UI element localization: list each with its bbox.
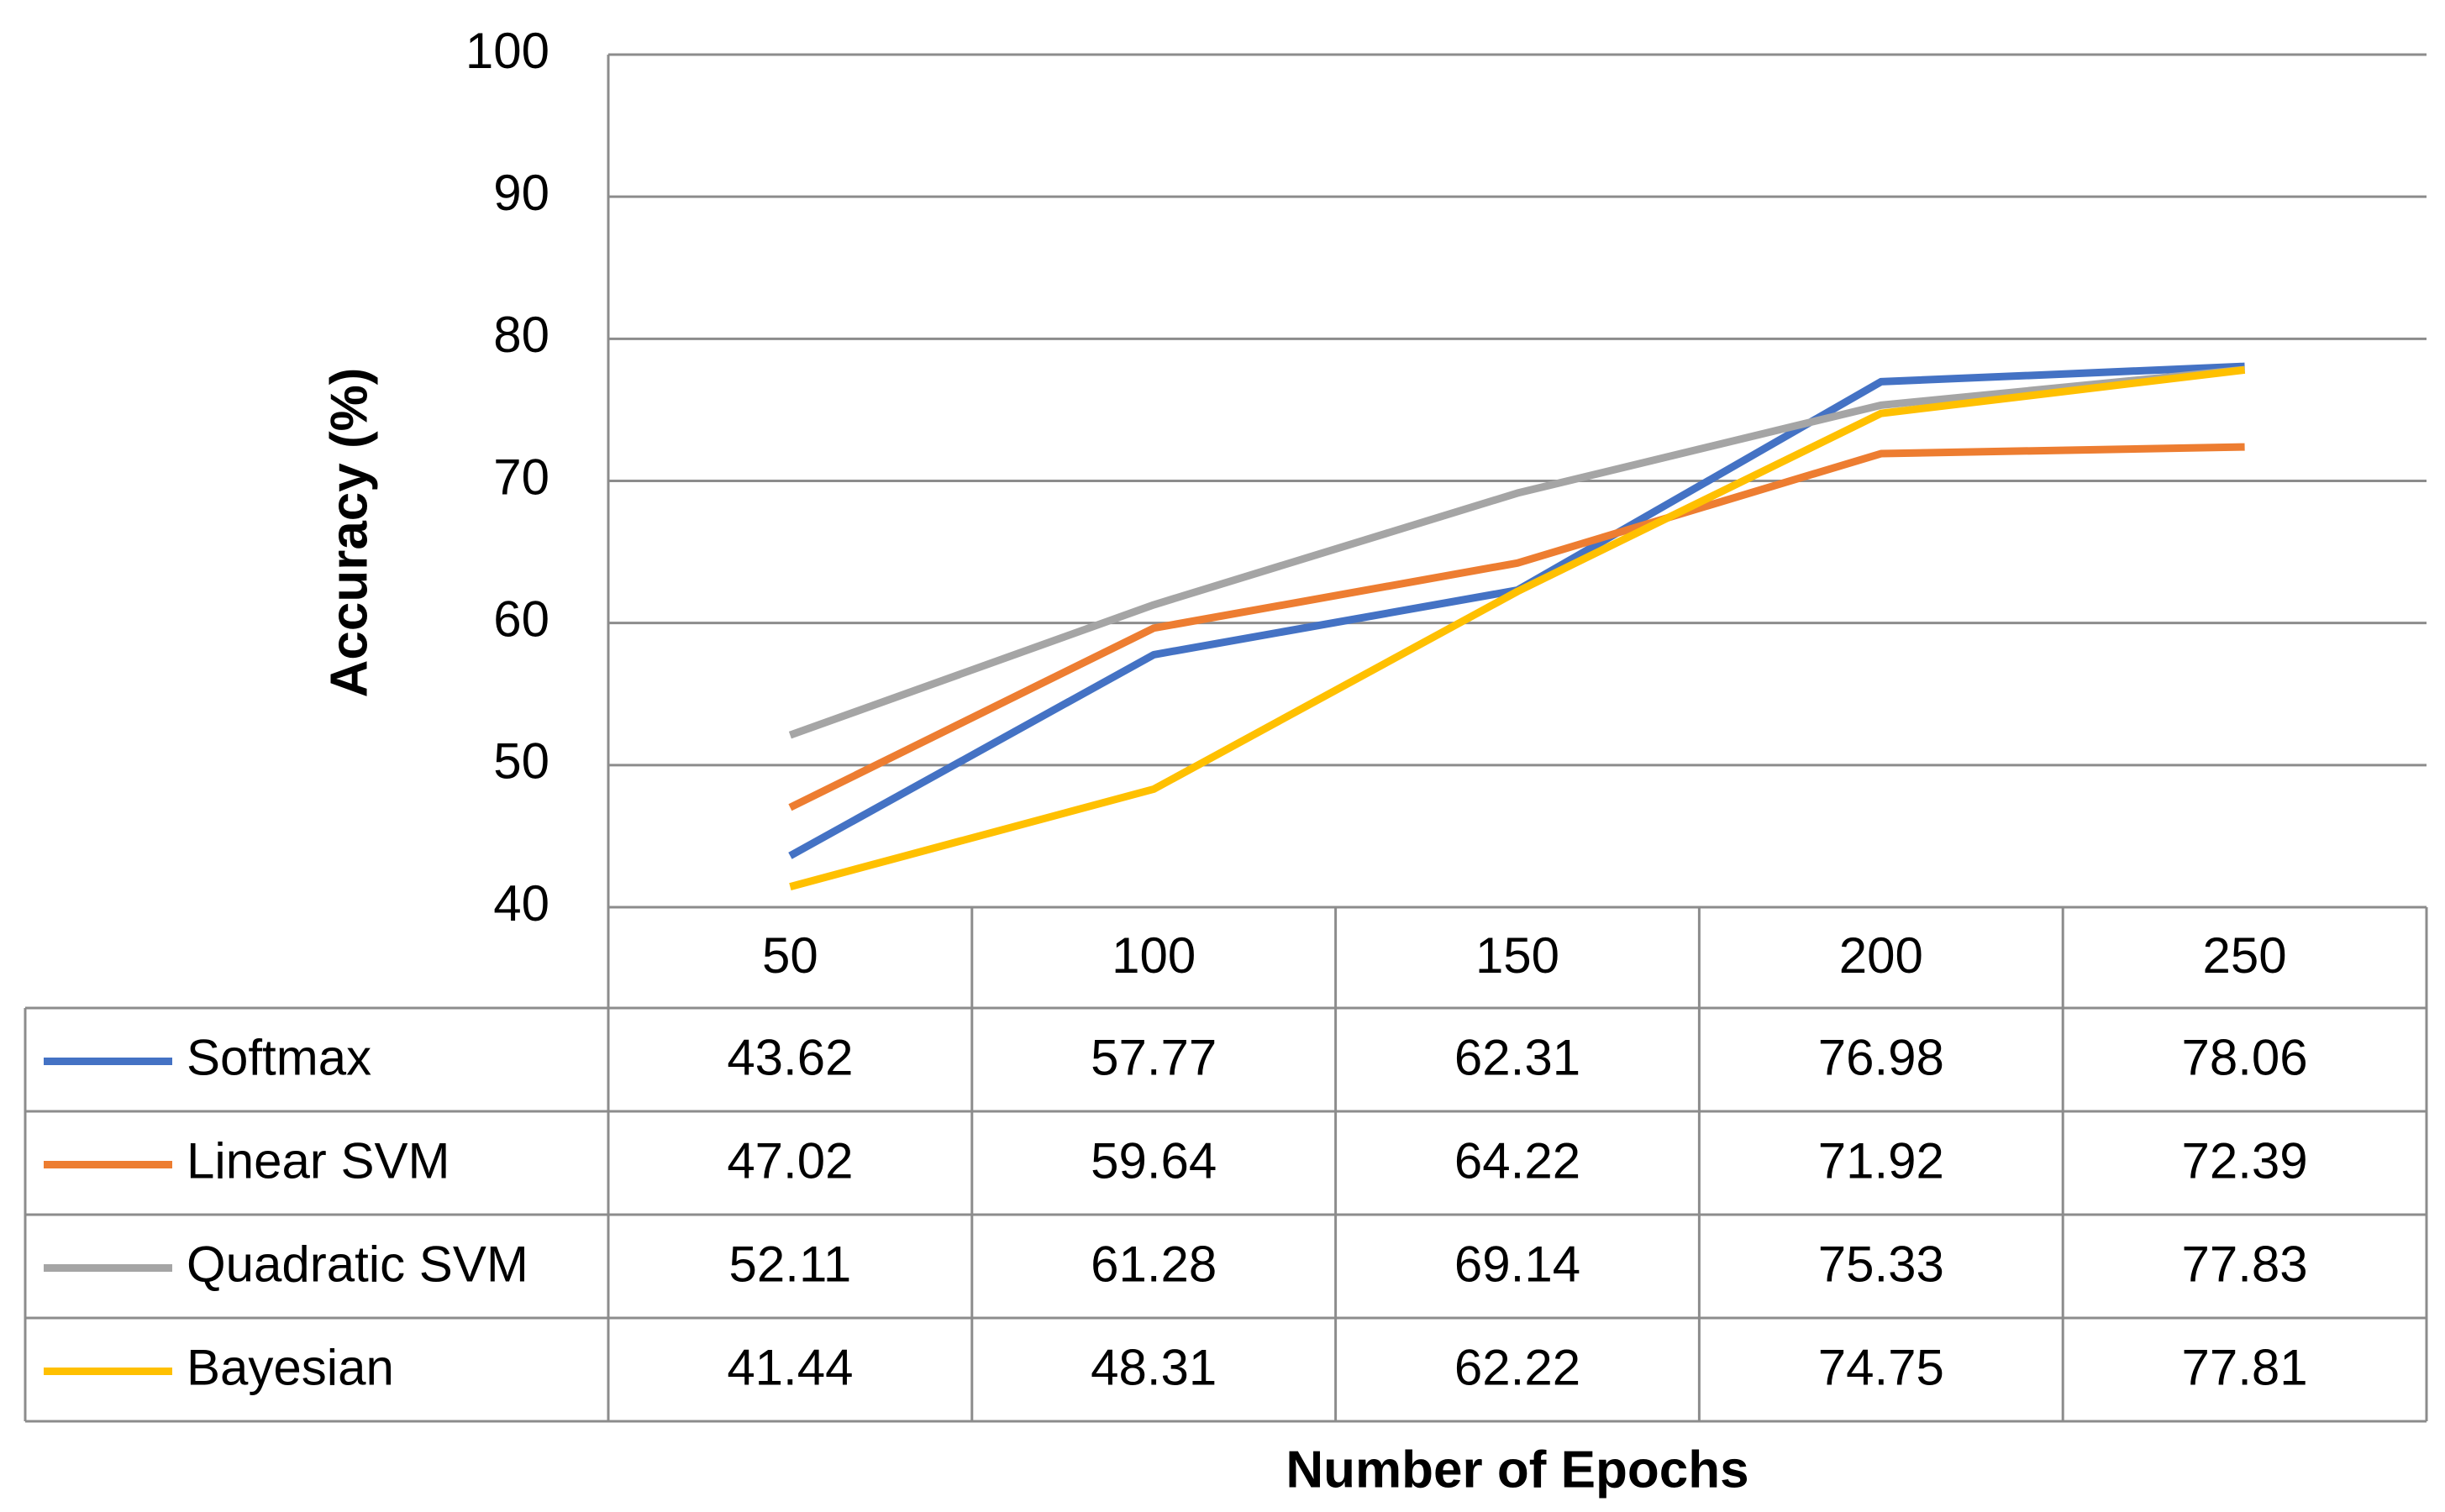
y-tick-label: 60 [493,591,549,648]
table-value: 61.28 [1091,1236,1217,1292]
legend-label: Softmax [187,1029,371,1085]
table-value: 78.06 [2182,1029,2308,1085]
y-tick-label: 100 [465,23,549,79]
table-value: 62.31 [1454,1029,1580,1085]
table-value: 76.98 [1818,1029,1944,1085]
series-line [788,365,2246,739]
legend-label: Linear SVM [187,1132,450,1189]
y-tick-label: 70 [493,449,549,505]
x-tick-label: 100 [1112,927,1196,984]
table-value: 52.11 [729,1236,852,1292]
legend-label: Quadratic SVM [187,1236,528,1292]
y-tick-label: 50 [493,733,549,790]
series-line [789,365,2246,890]
table-value: 62.22 [1454,1339,1580,1395]
table-value: 47.02 [727,1132,853,1189]
table-value: 77.83 [2182,1236,2308,1292]
table-value: 64.22 [1454,1132,1580,1189]
table-value: 69.14 [1454,1236,1580,1292]
x-tick-label: 150 [1475,927,1559,984]
table-value: 72.39 [2182,1132,2308,1189]
x-axis-title: Number of Epochs [1286,1441,1748,1499]
table-value: 75.33 [1818,1236,1944,1292]
table-value: 74.75 [1818,1339,1944,1395]
x-tick-label: 250 [2203,927,2287,984]
table-value: 48.31 [1091,1339,1217,1395]
x-tick-label: 50 [762,927,818,984]
y-axis-title: Accuracy (%) [320,368,378,698]
table-value: 57.77 [1091,1029,1217,1085]
table-value: 77.81 [2182,1339,2308,1395]
table-value: 43.62 [727,1029,853,1085]
y-tick-label: 40 [493,875,549,932]
y-tick-label: 90 [493,165,549,221]
series-line [788,362,2245,859]
table-value: 41.44 [727,1339,853,1395]
y-tick-label: 80 [493,307,549,363]
series-line [788,443,2245,811]
x-tick-label: 200 [1839,927,1923,984]
table-value: 59.64 [1091,1132,1217,1189]
table-value: 71.92 [1818,1132,1944,1189]
legend-label: Bayesian [187,1339,394,1395]
